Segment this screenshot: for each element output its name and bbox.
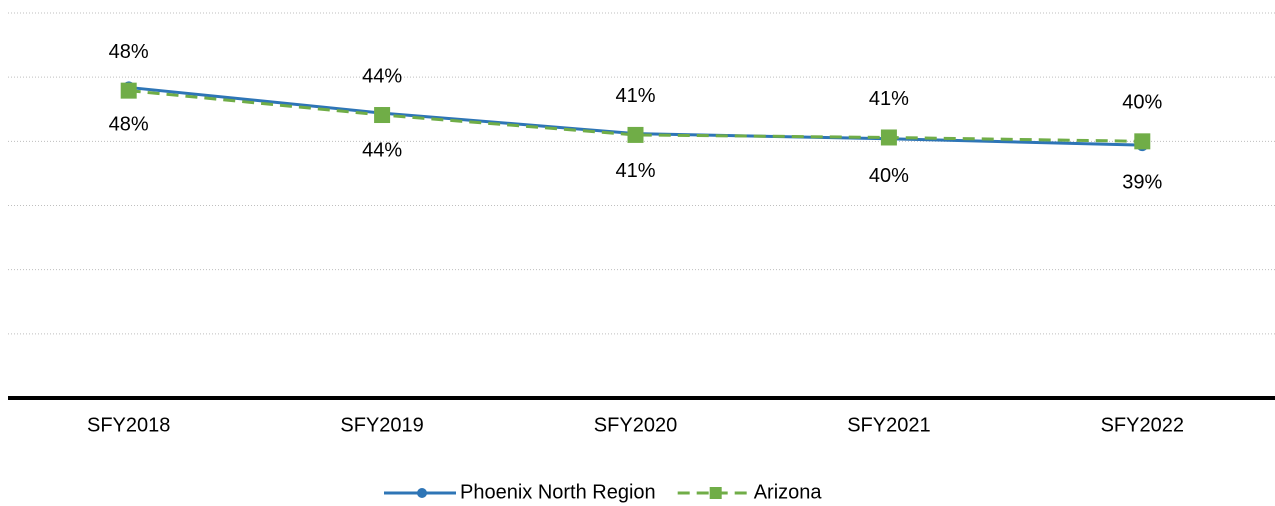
x-tick-label: SFY2018 [87,414,170,436]
x-tick-label: SFY2020 [594,414,677,436]
legend-marker [709,487,722,499]
series-line [128,89,1143,143]
marker [374,107,391,124]
data-label: 40% [1122,92,1162,114]
legend-label: Arizona [754,481,823,503]
marker [627,126,644,143]
data-label: 41% [615,160,655,182]
data-label: 41% [615,85,655,107]
data-label: 40% [869,165,909,187]
data-label: 44% [362,139,402,161]
marker [120,82,137,99]
x-tick-label: SFY2019 [340,414,423,436]
x-tick-label: SFY2022 [1101,414,1184,436]
legend-marker [417,488,427,498]
data-label: 39% [1122,171,1162,193]
x-tick-label: SFY2021 [847,414,930,436]
data-label: 41% [869,88,909,110]
data-label: 48% [109,114,149,136]
data-label: 48% [109,41,149,63]
data-label: 44% [362,65,402,87]
marker [1134,133,1151,150]
legend-label: Phoenix North Region [460,481,656,503]
marker [880,129,897,146]
